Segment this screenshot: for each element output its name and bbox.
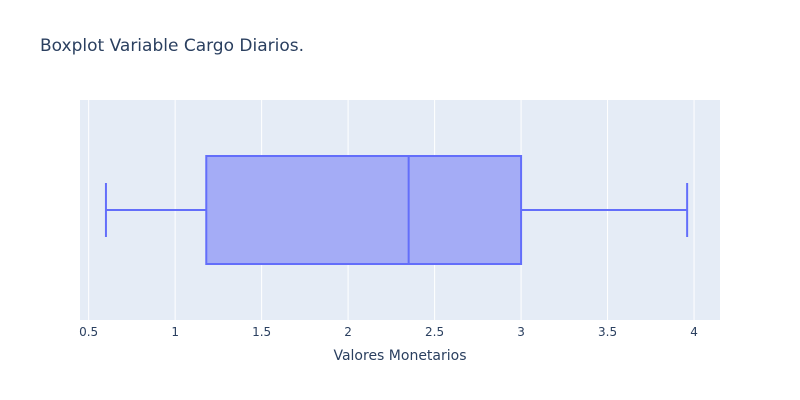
x-axis-title: Valores Monetarios [333, 348, 466, 364]
chart-title: Boxplot Variable Cargo Diarios. [40, 36, 304, 56]
x-tick-label: 1.5 [252, 325, 271, 339]
iqr-box [205, 155, 523, 265]
x-tick-label: 2.5 [425, 325, 444, 339]
x-tick-label: 3 [517, 325, 525, 339]
x-tick-label: 3.5 [598, 325, 617, 339]
x-tick-label: 0.5 [79, 325, 98, 339]
x-tick-label: 2 [344, 325, 352, 339]
x-axis-ticks: 0.5 1 1.5 2 2.5 3 3.5 4 [79, 325, 698, 339]
x-tick-label: 4 [690, 325, 698, 339]
box-trace [104, 155, 689, 265]
x-tick-label: 1 [171, 325, 179, 339]
